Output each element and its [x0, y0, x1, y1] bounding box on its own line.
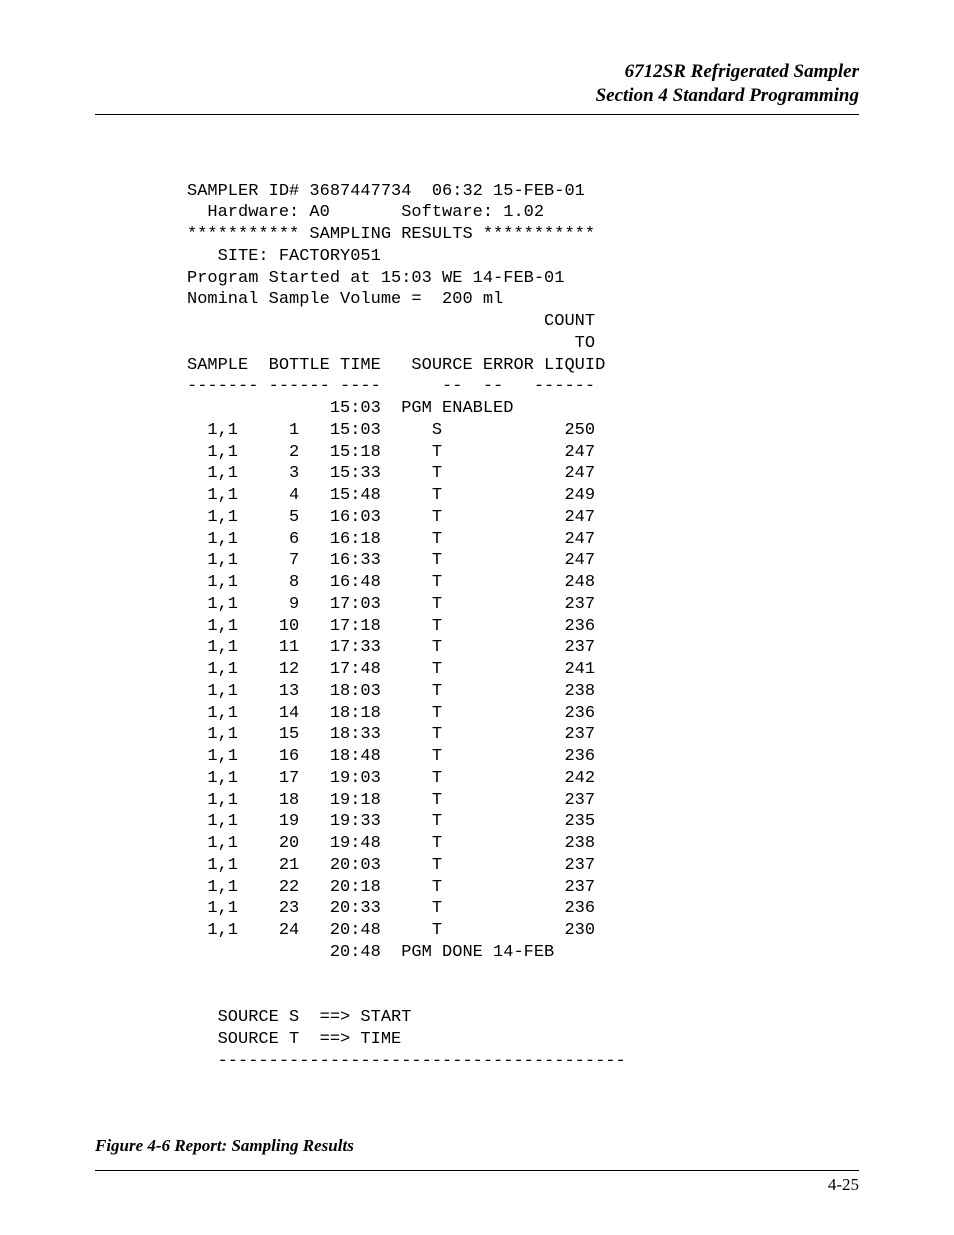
table-row: 1,1 10 17:18 T 236	[187, 617, 595, 636]
table-row: 1,1 15 18:33 T 237	[187, 725, 595, 744]
table-row: 1,1 9 17:03 T 237	[187, 595, 595, 614]
report-banner: *********** SAMPLING RESULTS ***********	[187, 225, 595, 244]
page-footer: 4-25	[95, 1170, 859, 1195]
table-row: 1,1 22 20:18 T 237	[187, 878, 595, 897]
header-rule	[95, 114, 859, 115]
table-row: 1,1 18 19:18 T 237	[187, 791, 595, 810]
table-row: 1,1 5 16:03 T 247	[187, 508, 595, 527]
table-row: 1,1 13 18:03 T 238	[187, 682, 595, 701]
table-row: 1,1 11 17:33 T 237	[187, 638, 595, 657]
table-row: 1,1 16 18:48 T 236	[187, 747, 595, 766]
header-line-1: 6712SR Refrigerated Sampler	[95, 60, 859, 84]
table-row: 1,1 23 20:33 T 236	[187, 899, 595, 918]
table-row: 1,1 17 19:03 T 242	[187, 769, 595, 788]
page: 6712SR Refrigerated Sampler Section 4 St…	[0, 0, 954, 1235]
report-col-to: TO	[187, 334, 595, 353]
running-header: 6712SR Refrigerated Sampler Section 4 St…	[95, 60, 859, 108]
report-pgm-done: 20:48 PGM DONE 14-FEB	[187, 943, 554, 962]
figure-caption: Figure 4-6 Report: Sampling Results	[95, 1136, 859, 1156]
table-row: 1,1 3 15:33 T 247	[187, 464, 595, 483]
table-row: 1,1 1 15:03 S 250	[187, 421, 595, 440]
table-row: 1,1 2 15:18 T 247	[187, 443, 595, 462]
report-legend-t: SOURCE T ==> TIME	[187, 1030, 401, 1049]
report-program-started: Program Started at 15:03 WE 14-FEB-01	[187, 269, 564, 288]
report-col-head: SAMPLE BOTTLE TIME SOURCE ERROR LIQUID	[187, 356, 605, 375]
header-line-2: Section 4 Standard Programming	[95, 84, 859, 108]
table-row: 1,1 12 17:48 T 241	[187, 660, 595, 679]
table-row: 1,1 4 15:48 T 249	[187, 486, 595, 505]
report-col-count: COUNT	[187, 312, 595, 331]
report-nominal-volume: Nominal Sample Volume = 200 ml	[187, 290, 503, 309]
table-row: 1,1 19 19:33 T 235	[187, 812, 595, 831]
table-row: 1,1 20 19:48 T 238	[187, 834, 595, 853]
page-number: 4-25	[95, 1175, 859, 1195]
report-legend-rule: ----------------------------------------	[187, 1052, 626, 1071]
report-col-rule: ------- ------ ---- -- -- ------	[187, 377, 595, 396]
report-sampler-id: SAMPLER ID# 3687447734 06:32 15-FEB-01	[187, 182, 585, 201]
table-row: 1,1 8 16:48 T 248	[187, 573, 595, 592]
table-row: 1,1 14 18:18 T 236	[187, 704, 595, 723]
table-row: 1,1 7 16:33 T 247	[187, 551, 595, 570]
table-row: 1,1 6 16:18 T 247	[187, 530, 595, 549]
sampling-report: SAMPLER ID# 3687447734 06:32 15-FEB-01 H…	[187, 181, 859, 1073]
report-legend-s: SOURCE S ==> START	[187, 1008, 411, 1027]
footer-rule	[95, 1170, 859, 1171]
report-pgm-enabled: 15:03 PGM ENABLED	[187, 399, 513, 418]
report-site: SITE: FACTORY051	[187, 247, 381, 266]
table-row: 1,1 21 20:03 T 237	[187, 856, 595, 875]
report-hw-sw: Hardware: A0 Software: 1.02	[187, 203, 544, 222]
table-row: 1,1 24 20:48 T 230	[187, 921, 595, 940]
